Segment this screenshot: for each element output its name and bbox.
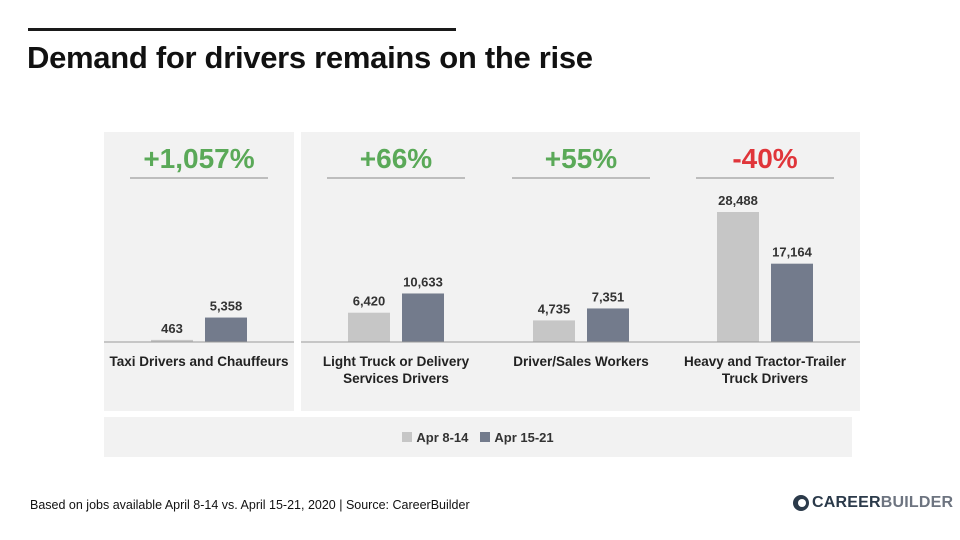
legend-swatch-series2 <box>480 432 491 442</box>
legend-label-series2: Apr 15-21 <box>494 429 554 445</box>
logo-text-career: CAREER <box>812 494 881 511</box>
panel-light-truck <box>301 132 491 411</box>
legend-item-series2: Apr 15-21 <box>480 429 554 445</box>
logo-text-builder: BUILDER <box>880 494 954 511</box>
panel-heavy-truck <box>670 132 860 411</box>
title-rule <box>28 28 456 31</box>
legend: Apr 8-14 Apr 15-21 <box>104 417 852 457</box>
legend-label-series1: Apr 8-14 <box>416 429 469 445</box>
panel-taxi <box>104 132 294 411</box>
footnote: Based on jobs available April 8-14 vs. A… <box>30 498 470 512</box>
panel-driver-sales <box>486 132 676 411</box>
careerbuilder-logo: CAREER BUILDER <box>793 494 953 512</box>
careerbuilder-logo-icon <box>793 495 809 511</box>
legend-item-series1: Apr 8-14 <box>402 430 468 445</box>
legend-swatch-series1 <box>402 432 413 442</box>
page-title: Demand for drivers remains on the rise <box>27 40 593 75</box>
